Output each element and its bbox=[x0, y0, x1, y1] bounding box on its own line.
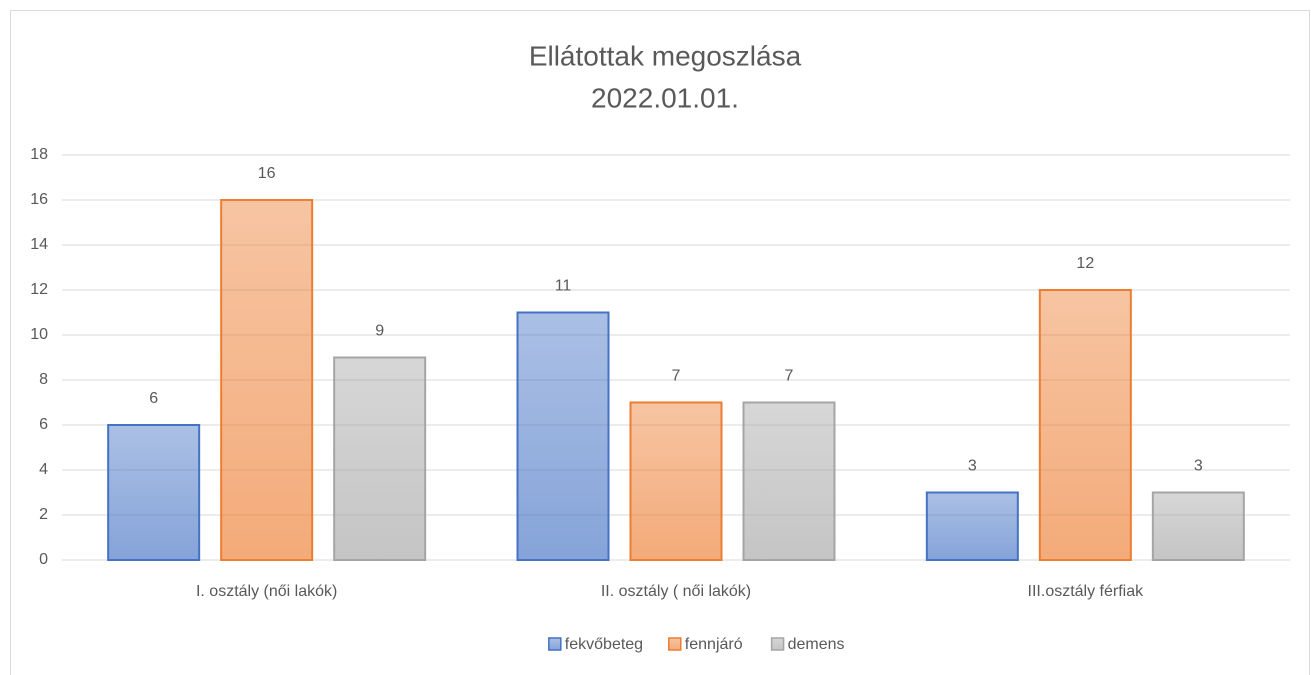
legend-label: fennjáró bbox=[685, 636, 743, 653]
y-tick-label: 18 bbox=[30, 146, 48, 163]
data-label: 16 bbox=[258, 165, 276, 182]
bar bbox=[629, 401, 723, 561]
bar bbox=[220, 199, 314, 561]
y-tick-label: 10 bbox=[30, 326, 48, 343]
chart-frame bbox=[10, 10, 1310, 675]
y-tick-label: 2 bbox=[39, 506, 48, 523]
y-tick-label: 14 bbox=[30, 236, 48, 253]
y-tick-label: 4 bbox=[39, 461, 48, 478]
bar bbox=[1151, 491, 1245, 561]
data-label: 3 bbox=[1194, 458, 1203, 475]
bar bbox=[1038, 289, 1132, 561]
data-label: 12 bbox=[1076, 255, 1094, 272]
bar bbox=[333, 356, 427, 561]
chart-title: Ellátottak megoszlása bbox=[529, 40, 802, 71]
x-tick-label: III.osztály férfiak bbox=[1028, 583, 1145, 600]
y-tick-label: 0 bbox=[39, 551, 48, 568]
y-tick-label: 12 bbox=[30, 281, 48, 298]
legend-swatch bbox=[770, 637, 785, 651]
legend-swatch bbox=[548, 637, 562, 651]
x-tick-label: I. osztály (női lakók) bbox=[196, 583, 337, 600]
y-tick-label: 8 bbox=[39, 371, 48, 388]
data-label: 9 bbox=[375, 323, 384, 340]
bar bbox=[516, 311, 610, 561]
bar bbox=[925, 491, 1019, 561]
chart-subtitle: 2022.01.01. bbox=[591, 82, 739, 113]
legend-label: fekvőbeteg bbox=[565, 636, 643, 653]
legend-label: demens bbox=[788, 636, 845, 653]
data-label: 11 bbox=[555, 278, 572, 295]
y-tick-label: 6 bbox=[39, 416, 48, 433]
x-tick-label: II. osztály ( női lakók) bbox=[601, 583, 751, 600]
bar bbox=[742, 401, 836, 561]
bar bbox=[107, 424, 201, 561]
data-label: 7 bbox=[785, 368, 794, 385]
y-tick-label: 16 bbox=[30, 191, 48, 208]
legend-swatch bbox=[668, 637, 682, 651]
data-label: 3 bbox=[968, 458, 977, 475]
data-label: 6 bbox=[149, 390, 158, 407]
data-label: 7 bbox=[672, 368, 681, 385]
